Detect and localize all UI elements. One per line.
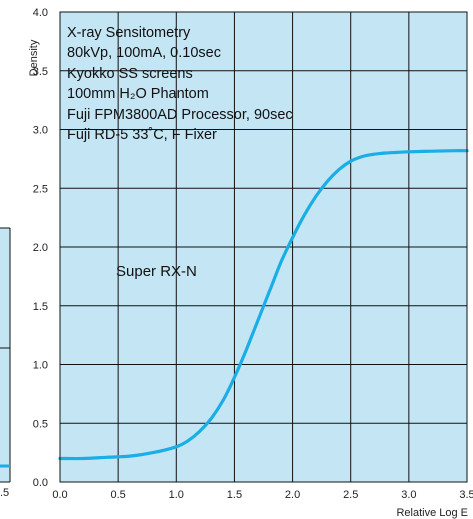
annotation-line-6: Fuji RD-5 33˚C, F Fixer (67, 127, 217, 143)
plot-frame (59, 11, 468, 483)
y-tick-label: 2.0 (33, 242, 48, 254)
x-axis-title: Relative Log E (396, 507, 468, 519)
y-tick-label: 1.0 (33, 360, 48, 372)
series-label-super-rx-n: Super RX-N (116, 263, 197, 280)
y-tick-label: 1.5 (33, 301, 48, 313)
x-tick-label: 1.5 (227, 489, 242, 501)
annotation-line-5: Fuji FPM3800AD Processor, 90sec (67, 107, 293, 123)
y-tick-label: 4.0 (33, 7, 48, 19)
y-tick-labels: 0.0 0.5 1.0 1.5 2.0 2.5 3.0 3.5 4.0 (33, 7, 48, 489)
partial-left-chart: .5 (0, 227, 11, 499)
x-tick-label: 0.0 (52, 489, 67, 501)
annotation-line-1: X-ray Sensitometry (67, 25, 191, 41)
x-tick-label: 2.5 (343, 489, 358, 501)
y-tick-label: 2.5 (33, 183, 48, 195)
x-tick-label: 3.0 (401, 489, 416, 501)
annotation-line-2: 80kVp, 100mA, 0.10sec (67, 45, 221, 61)
annotation-block: X-ray Sensitometry 80kVp, 100mA, 0.10sec… (67, 25, 293, 143)
x-tick-label: 1.0 (169, 489, 184, 501)
y-tick-label: 3.0 (33, 125, 48, 137)
partial-left-tick-label: .5 (0, 487, 9, 499)
y-axis-title: Density (28, 39, 40, 76)
annotation-line-4: 100mm H₂O Phantom (67, 86, 209, 102)
y-tick-label: 0.0 (33, 477, 48, 489)
x-tick-labels: 0.0 0.5 1.0 1.5 2.0 2.5 3.0 3.5 (52, 489, 473, 501)
x-tick-label: 2.0 (285, 489, 300, 501)
annotation-line-3: Kyokko SS screens (67, 66, 193, 82)
partial-left-plot-area (0, 228, 10, 482)
series-line-super-rx-n (58, 149, 469, 461)
x-tick-label: 0.5 (110, 489, 125, 501)
x-tick-label: 3.5 (459, 489, 473, 501)
y-tick-label: 3.5 (33, 66, 48, 78)
y-tick-label: 0.5 (33, 418, 48, 430)
